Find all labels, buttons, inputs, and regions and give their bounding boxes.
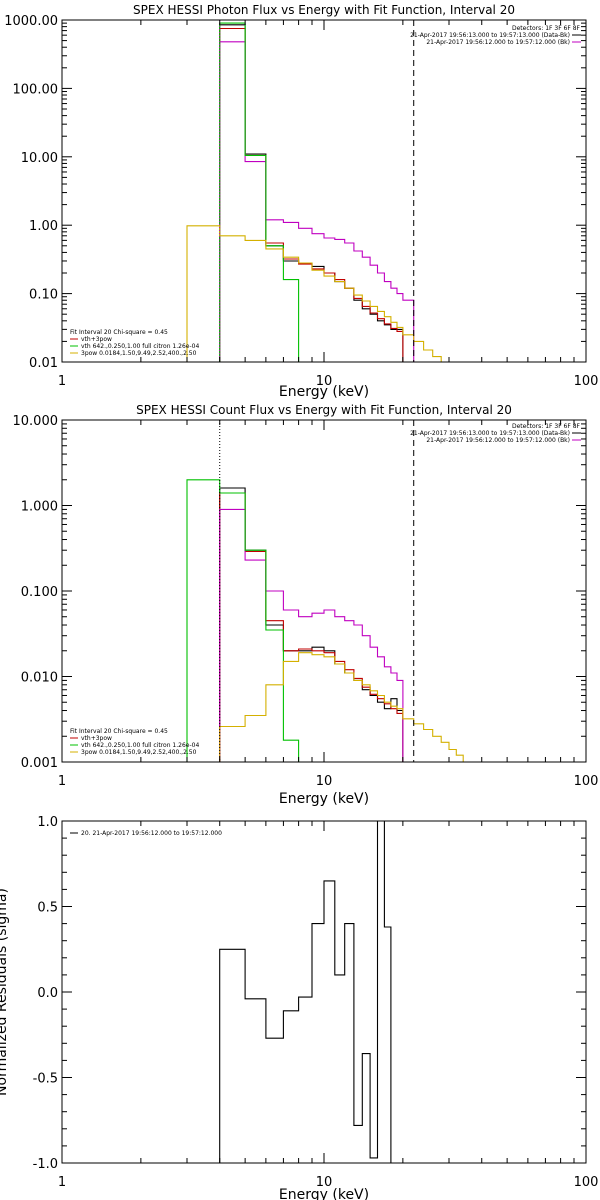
info-text: 21-Apr-2017 19:56:13.000 to 19:57:13.000…: [410, 32, 570, 39]
panel-2: SPEX HESSI Count Flux vs Energy with Fit…: [13, 403, 599, 807]
x-tick-label: 1: [58, 774, 66, 789]
x-tick-label: 10: [316, 374, 333, 389]
panel-3: 1 10 100 -1.0 -0.5 0.0 0.5 1.0 Energy (keV) Norma…: [0, 815, 598, 1200]
x-tick-label: 10: [316, 774, 333, 789]
legend-entry: 20. 21-Apr-2017 19:56:12.000 to 19:57:12…: [81, 830, 222, 837]
series-line-3: [219, 41, 415, 362]
series-group: [219, 821, 392, 1163]
x-axis-label: Energy (keV): [279, 791, 369, 807]
y-tick-label: 0.10: [29, 288, 58, 303]
x-tick-label: 1: [58, 1175, 66, 1190]
legend-entry: Fit Interval 20 Chi-square = 0.45: [70, 329, 168, 336]
y-tick-label: -0.5: [33, 1072, 58, 1087]
x-axis-label: Energy (keV): [279, 1187, 369, 1200]
panel-1: SPEX HESSI Photon Flux vs Energy with Fi…: [4, 3, 598, 400]
series-line-1: [219, 821, 392, 1163]
series-line-4: [219, 22, 300, 362]
series-group: [186, 20, 449, 362]
info-text: 21-Apr-2017 19:56:12.000 to 19:57:12.000…: [426, 39, 570, 46]
legend-entry: vth 642.,0.250,1.00 full citron 1.26e-04: [81, 742, 199, 749]
y-tick-label: -1.0: [33, 1157, 58, 1172]
series-line-1: [219, 24, 404, 362]
chart-title: SPEX HESSI Count Flux vs Energy with Fit…: [136, 403, 512, 417]
series-line-1: [219, 487, 404, 762]
legend-entry: vth+3pow: [81, 336, 112, 343]
x-axis-label: Energy (keV): [279, 384, 369, 400]
x-tick-label: 100: [574, 374, 599, 389]
series-line-5: [219, 652, 470, 762]
y-tick-label: 0.100: [21, 585, 58, 600]
y-tick-label: 10.00: [21, 151, 58, 166]
x-tick-label: 1: [58, 374, 66, 389]
x-tick-label: 10: [316, 1175, 333, 1190]
series-line-2: [219, 27, 404, 362]
legend-entry: 3pow 0.0184,1.50,9.49,2.52,400.,2.50: [81, 749, 197, 756]
legend-entry: vth 642.,0.250,1.00 full citron 1.26e-04: [81, 343, 199, 350]
chart-title: SPEX HESSI Photon Flux vs Energy with Fi…: [133, 3, 515, 17]
y-tick-label: 0.010: [21, 671, 58, 686]
y-tick-label: 1000.00: [4, 14, 58, 29]
legend-entry: 3pow 0.0184,1.50,9.49,2.52,400.,2.50: [81, 350, 197, 357]
y-axis-label: Normalized Residuals (sigma): [0, 888, 10, 1096]
series-group: [186, 420, 470, 762]
series-line-3: [219, 508, 404, 762]
series-line-2: [219, 492, 404, 762]
info-text: Detectors: 1F 3F 6F 8F: [512, 25, 581, 32]
y-tick-label: 1.000: [21, 500, 58, 515]
y-tick-label: 0.01: [29, 356, 58, 371]
y-tick-label: 1.0: [37, 815, 58, 830]
y-tick-label: 1.00: [29, 219, 58, 234]
legend-entry: vth+3pow: [81, 735, 112, 742]
legend-entry: Fit Interval 20 Chi-square = 0.45: [70, 728, 168, 735]
info-text: 21-Apr-2017 19:56:12.000 to 19:57:12.000…: [426, 437, 570, 444]
y-tick-label: 0.0: [37, 986, 58, 1001]
y-tick-label: 10.000: [13, 414, 59, 429]
x-tick-label: 100: [574, 1175, 599, 1190]
plot-frame: [61, 19, 587, 363]
plot-frame: [61, 419, 587, 763]
info-text: 21-Apr-2017 19:56:13.000 to 19:57:13.000…: [410, 430, 570, 437]
x-tick-label: 100: [574, 774, 599, 789]
y-tick-label: 100.00: [13, 82, 59, 97]
info-text: Detectors: 1F 3F 6F 8F: [512, 423, 581, 430]
series-line-5: [186, 225, 449, 362]
plot-frame: [61, 820, 587, 1164]
series-line-4: [186, 479, 300, 762]
y-tick-label: 0.001: [21, 756, 58, 771]
y-tick-label: 0.5: [37, 901, 58, 916]
